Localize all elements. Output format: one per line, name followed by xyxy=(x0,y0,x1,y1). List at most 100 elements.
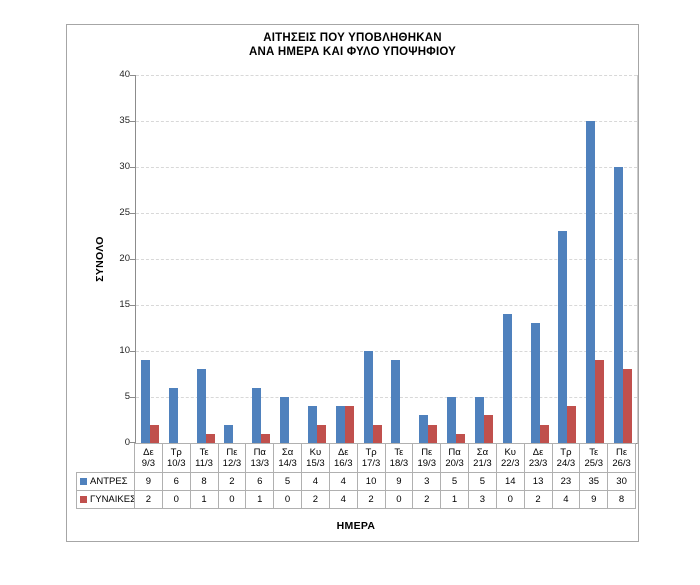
y-tick-30 xyxy=(130,167,136,168)
bar-ΓΥΝΑΙΚΕΣ-24/3 xyxy=(567,406,577,443)
y-tick-label-40: 40 xyxy=(119,69,130,80)
value-cell-ΑΝΤΡΕΣ-22/3: 14 xyxy=(496,473,525,491)
bar-ΑΝΤΡΕΣ-25/3 xyxy=(586,121,596,443)
category-header-cell-17/3: Τρ 17/3 xyxy=(357,443,386,473)
chart-frame: ΑΙΤΗΣΕΙΣ ΠΟΥ ΥΠΟΒΛΗΘΗΚΑΝ ΑΝΑ ΗΜΕΡΑ ΚΑΙ Φ… xyxy=(66,24,639,542)
y-tick-0 xyxy=(130,442,136,443)
category-date-label: 14/3 xyxy=(278,458,297,469)
value-cell-ΑΝΤΡΕΣ-15/3: 4 xyxy=(302,473,330,491)
chart-title-line-2: ΑΝΑ ΗΜΕΡΑ ΚΑΙ ΦΥΛΟ ΥΠΟΨΗΦΙΟΥ xyxy=(248,46,457,58)
category-header-cell-20/3: Πα 20/3 xyxy=(441,443,469,473)
table-corner-cell xyxy=(76,443,135,473)
category-header-cell-23/3: Δε 23/3 xyxy=(524,443,553,473)
y-tick-5 xyxy=(130,397,136,398)
value-cell-ΑΝΤΡΕΣ-12/3: 2 xyxy=(218,473,247,491)
value-cell-ΓΥΝΑΙΚΕΣ-16/3: 4 xyxy=(329,491,358,509)
chart-title-line-1: ΑΙΤΗΣΕΙΣ ΠΟΥ ΥΠΟΒΛΗΘΗΚΑΝ xyxy=(263,32,442,44)
bar-ΓΥΝΑΙΚΕΣ-13/3 xyxy=(261,433,271,443)
bar-ΑΝΤΡΕΣ-10/3 xyxy=(168,387,178,443)
x-axis-title: ΗΜΕΡΑ xyxy=(336,520,376,532)
y-tick-15 xyxy=(130,305,136,306)
value-cell-ΑΝΤΡΕΣ-18/3: 9 xyxy=(385,473,414,491)
category-date-label: 26/3 xyxy=(612,458,631,469)
bar-ΑΝΤΡΕΣ-24/3 xyxy=(558,231,568,443)
bar-ΑΝΤΡΕΣ-12/3 xyxy=(224,424,234,443)
category-header-cell-11/3: Τε 11/3 xyxy=(190,443,219,473)
value-cell-ΓΥΝΑΙΚΕΣ-17/3: 2 xyxy=(357,491,386,509)
bar-ΑΝΤΡΕΣ-18/3 xyxy=(391,360,401,443)
category-day-label: Τρ xyxy=(560,446,572,458)
bar-ΑΝΤΡΕΣ-19/3 xyxy=(419,415,429,443)
bar-ΓΥΝΑΙΚΕΣ-26/3 xyxy=(623,369,633,443)
chart-title: ΑΙΤΗΣΕΙΣ ΠΟΥ ΥΠΟΒΛΗΘΗΚΑΝ ΑΝΑ ΗΜΕΡΑ ΚΑΙ Φ… xyxy=(67,31,638,59)
category-date-label: 17/3 xyxy=(361,458,381,469)
value-cell-ΓΥΝΑΙΚΕΣ-19/3: 2 xyxy=(413,491,442,509)
value-cell-ΓΥΝΑΙΚΕΣ-24/3: 4 xyxy=(552,491,581,509)
bar-ΓΥΝΑΙΚΕΣ-9/3 xyxy=(149,424,159,443)
category-header-cell-12/3: Πε 12/3 xyxy=(218,443,247,473)
category-date-label: 21/3 xyxy=(473,458,492,469)
bar-ΓΥΝΑΙΚΕΣ-16/3 xyxy=(344,406,354,443)
bar-ΓΥΝΑΙΚΕΣ-15/3 xyxy=(316,424,326,443)
bar-ΓΥΝΑΙΚΕΣ-19/3 xyxy=(428,424,438,443)
legend-swatch-icon xyxy=(80,478,87,485)
value-cell-ΓΥΝΑΙΚΕΣ-12/3: 0 xyxy=(218,491,247,509)
category-date-label: 20/3 xyxy=(445,458,464,469)
value-cell-ΑΝΤΡΕΣ-13/3: 6 xyxy=(246,473,275,491)
bar-ΓΥΝΑΙΚΕΣ-11/3 xyxy=(205,433,215,443)
gridline-15 xyxy=(136,305,637,306)
category-date-label: 25/3 xyxy=(584,458,603,469)
value-cell-ΑΝΤΡΕΣ-25/3: 35 xyxy=(580,473,609,491)
y-tick-label-10: 10 xyxy=(119,345,130,356)
value-cell-ΓΥΝΑΙΚΕΣ-25/3: 9 xyxy=(580,491,609,509)
legend-swatch-icon xyxy=(80,496,87,503)
category-header-cell-19/3: Πε 19/3 xyxy=(413,443,442,473)
category-date-label: 23/3 xyxy=(528,458,548,469)
category-header-cell-25/3: Τε 25/3 xyxy=(580,443,609,473)
category-header-cell-14/3: Σα 14/3 xyxy=(274,443,302,473)
value-cell-ΑΝΤΡΕΣ-21/3: 5 xyxy=(469,473,497,491)
value-cell-ΓΥΝΑΙΚΕΣ-20/3: 1 xyxy=(441,491,469,509)
bar-ΑΝΤΡΕΣ-22/3 xyxy=(502,314,512,443)
value-cell-ΓΥΝΑΙΚΕΣ-21/3: 3 xyxy=(469,491,497,509)
bar-ΑΝΤΡΕΣ-23/3 xyxy=(530,323,540,443)
y-tick-label-30: 30 xyxy=(119,161,130,172)
category-date-label: 16/3 xyxy=(333,458,353,469)
value-cell-ΓΥΝΑΙΚΕΣ-26/3: 8 xyxy=(608,491,636,509)
y-tick-label-0: 0 xyxy=(124,437,130,448)
value-cell-ΑΝΤΡΕΣ-26/3: 30 xyxy=(608,473,636,491)
value-cell-ΑΝΤΡΕΣ-14/3: 5 xyxy=(274,473,302,491)
bar-ΑΝΤΡΕΣ-17/3 xyxy=(363,351,373,443)
category-date-label: 19/3 xyxy=(417,458,436,469)
value-cell-ΓΥΝΑΙΚΕΣ-22/3: 0 xyxy=(496,491,525,509)
bar-ΑΝΤΡΕΣ-9/3 xyxy=(140,360,150,443)
bar-ΓΥΝΑΙΚΕΣ-25/3 xyxy=(595,360,605,443)
category-header-cell-10/3: Τρ 10/3 xyxy=(162,443,191,473)
legend-series-label: ΑΝΤΡΕΣ xyxy=(90,475,128,487)
value-cell-ΑΝΤΡΕΣ-11/3: 8 xyxy=(190,473,219,491)
category-day-label: Κυ xyxy=(504,446,517,458)
category-day-label: Σα xyxy=(281,446,294,458)
value-cell-ΑΝΤΡΕΣ-20/3: 5 xyxy=(441,473,469,491)
bar-ΑΝΤΡΕΣ-14/3 xyxy=(280,397,290,443)
gridline-20 xyxy=(136,259,637,260)
category-day-label: Πε xyxy=(421,446,433,458)
category-date-label: 12/3 xyxy=(222,458,242,469)
value-cell-ΓΥΝΑΙΚΕΣ-23/3: 2 xyxy=(524,491,553,509)
bar-ΑΝΤΡΕΣ-20/3 xyxy=(447,397,457,443)
value-cell-ΓΥΝΑΙΚΕΣ-13/3: 1 xyxy=(246,491,275,509)
value-cell-ΑΝΤΡΕΣ-9/3: 9 xyxy=(135,473,163,491)
value-cell-ΑΝΤΡΕΣ-23/3: 13 xyxy=(524,473,553,491)
category-date-label: 15/3 xyxy=(306,458,325,469)
y-axis-tick-labels: 0 5 10 15 20 25 30 35 40 xyxy=(67,69,130,448)
y-tick-25 xyxy=(130,213,136,214)
value-cell-ΑΝΤΡΕΣ-16/3: 4 xyxy=(329,473,358,491)
gridline-40 xyxy=(136,75,637,76)
bar-ΓΥΝΑΙΚΕΣ-20/3 xyxy=(456,433,466,443)
legend-cell-ΓΥΝΑΙΚΕΣ: ΓΥΝΑΙΚΕΣ xyxy=(76,491,135,509)
category-header-cell-21/3: Σα 21/3 xyxy=(469,443,497,473)
category-day-label: Πε xyxy=(616,446,628,458)
category-header-cell-22/3: Κυ 22/3 xyxy=(496,443,525,473)
y-tick-label-15: 15 xyxy=(119,299,130,310)
value-cell-ΑΝΤΡΕΣ-17/3: 10 xyxy=(357,473,386,491)
